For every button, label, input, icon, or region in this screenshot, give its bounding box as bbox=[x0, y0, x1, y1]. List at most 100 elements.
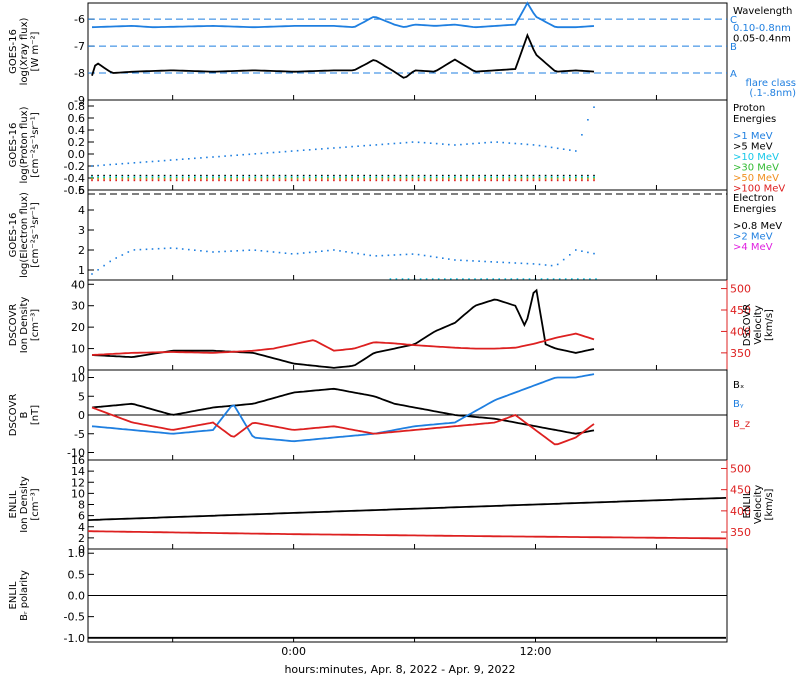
series-point bbox=[157, 160, 160, 162]
series-point bbox=[266, 178, 269, 180]
legend-entry: >50 MeV bbox=[733, 173, 779, 184]
series-point bbox=[460, 143, 462, 146]
series-point bbox=[115, 174, 117, 177]
series-point bbox=[236, 174, 238, 177]
series-point bbox=[91, 174, 93, 177]
series-point bbox=[496, 177, 498, 179]
series-point bbox=[321, 176, 323, 178]
series-point bbox=[587, 119, 589, 121]
series-point bbox=[562, 174, 565, 177]
series-line bbox=[88, 530, 726, 540]
series-point bbox=[278, 176, 281, 178]
series-point bbox=[133, 249, 136, 251]
series-point bbox=[375, 179, 378, 182]
y-axis-title-line: [cm⁻³] bbox=[30, 309, 41, 341]
series-point bbox=[472, 178, 474, 180]
series-point bbox=[308, 149, 311, 151]
series-point bbox=[431, 278, 434, 280]
series-point bbox=[581, 174, 583, 177]
series-point bbox=[435, 179, 438, 182]
series-point bbox=[532, 179, 535, 182]
series-point bbox=[248, 178, 251, 180]
series-point bbox=[290, 179, 293, 182]
series-point bbox=[163, 159, 166, 162]
y-axis-title-line: [W m⁻²] bbox=[30, 31, 41, 71]
series-point bbox=[478, 179, 480, 182]
series-point bbox=[188, 177, 190, 179]
series-point bbox=[169, 176, 172, 178]
series-point bbox=[544, 178, 547, 180]
series-point bbox=[552, 278, 555, 280]
series-point bbox=[188, 158, 190, 160]
legend-entry: >1 MeV bbox=[733, 131, 773, 142]
time-axis: 0:00 12:00 bbox=[172, 95, 657, 658]
series-point bbox=[478, 177, 480, 179]
series-point bbox=[369, 176, 371, 178]
series-point bbox=[224, 178, 226, 180]
series-point bbox=[272, 174, 275, 177]
series-line bbox=[91, 32, 595, 79]
legend-title: Electron bbox=[733, 193, 774, 204]
series-point bbox=[97, 179, 99, 182]
series-point bbox=[466, 178, 468, 180]
series-point bbox=[157, 247, 160, 250]
series-point bbox=[472, 260, 474, 262]
series-point bbox=[442, 174, 444, 177]
series-point bbox=[175, 179, 178, 182]
series-point bbox=[411, 141, 414, 143]
series-point bbox=[266, 250, 269, 253]
series-point bbox=[230, 177, 232, 179]
legend-entry: >0.8 MeV bbox=[733, 221, 782, 232]
series-point bbox=[575, 174, 577, 177]
series-point bbox=[242, 176, 244, 178]
series-point bbox=[442, 143, 444, 145]
series-point bbox=[272, 151, 275, 154]
series-point bbox=[97, 164, 99, 167]
series-point bbox=[502, 177, 504, 179]
series-point bbox=[115, 163, 117, 165]
series-point bbox=[381, 178, 384, 180]
y-tick-label: 0.0 bbox=[68, 148, 86, 161]
y-tick-label: 0.6 bbox=[68, 112, 86, 125]
series-point bbox=[484, 260, 486, 263]
series-point bbox=[417, 177, 420, 179]
series-point bbox=[369, 174, 371, 177]
series-point bbox=[236, 154, 238, 156]
series-point bbox=[242, 174, 244, 177]
panel-proton: 0.80.60.40.20.0-0.2-0.4-0.6 GOES-16 log(Pr… bbox=[8, 99, 785, 197]
series-point bbox=[109, 176, 111, 178]
series-point bbox=[121, 174, 124, 177]
series-point bbox=[121, 254, 124, 256]
series-point bbox=[381, 174, 384, 177]
y-axis-title-line: GOES-16 bbox=[8, 29, 19, 74]
series-point bbox=[522, 278, 525, 280]
right-y-tick-label: 500 bbox=[730, 462, 751, 475]
series-point bbox=[375, 255, 378, 257]
series-point bbox=[399, 177, 402, 179]
series-point bbox=[425, 278, 428, 280]
series-point bbox=[448, 178, 450, 180]
y-tick-label: 12 bbox=[71, 476, 85, 489]
series-point bbox=[387, 143, 390, 145]
series-point bbox=[230, 176, 232, 178]
series-point bbox=[399, 253, 402, 256]
series-point bbox=[163, 177, 166, 179]
series-point bbox=[514, 142, 517, 145]
series-point bbox=[103, 174, 105, 177]
series-point bbox=[151, 248, 154, 250]
series-point bbox=[538, 263, 541, 266]
series-point bbox=[381, 176, 384, 178]
series-point bbox=[200, 250, 202, 252]
series-point bbox=[593, 174, 595, 177]
series-point bbox=[151, 174, 154, 177]
series-point bbox=[520, 177, 523, 179]
series-point bbox=[581, 176, 583, 178]
series-point bbox=[139, 176, 142, 178]
series-point bbox=[351, 174, 353, 177]
series-point bbox=[454, 178, 456, 180]
series-point bbox=[212, 177, 214, 179]
series-point bbox=[448, 174, 450, 177]
series-point bbox=[538, 179, 541, 182]
y-tick-label: -0.2 bbox=[64, 160, 85, 173]
y-tick-label: 0 bbox=[78, 543, 85, 556]
